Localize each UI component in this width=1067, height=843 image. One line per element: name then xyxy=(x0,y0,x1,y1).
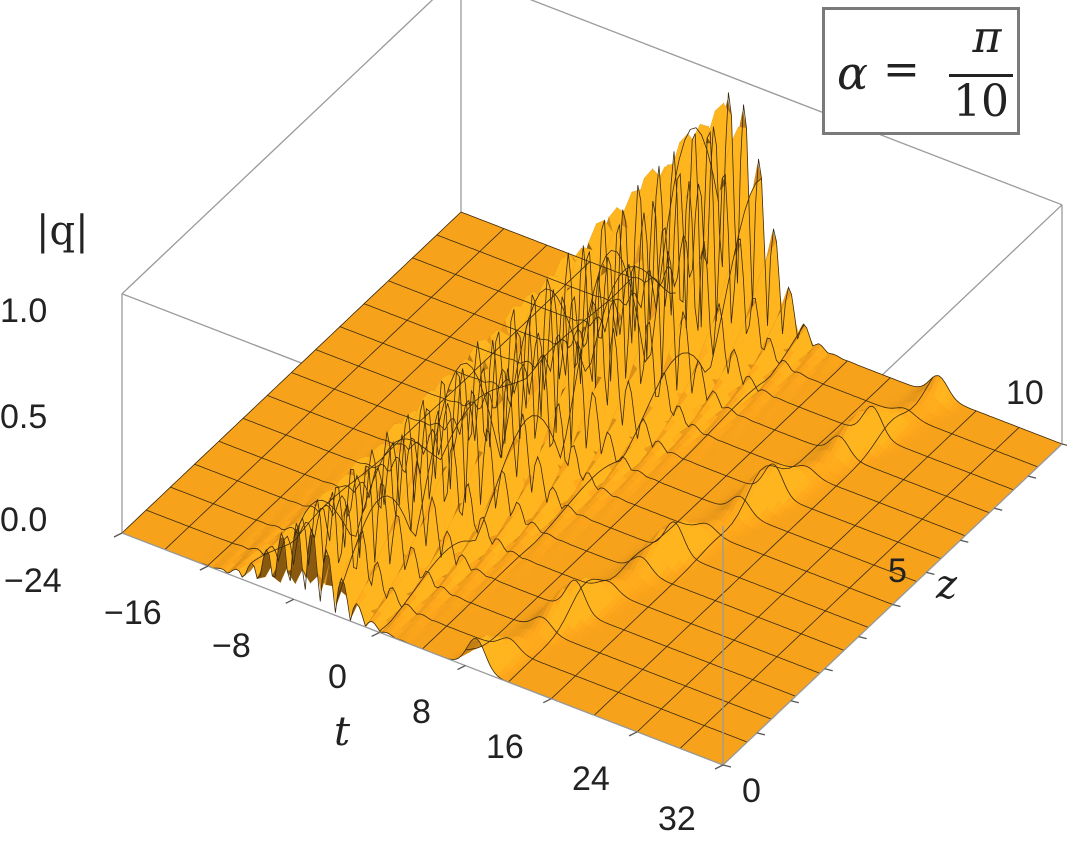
box-edge xyxy=(529,0,1063,206)
surface-mesh xyxy=(121,92,1063,766)
box-edge xyxy=(121,0,434,295)
